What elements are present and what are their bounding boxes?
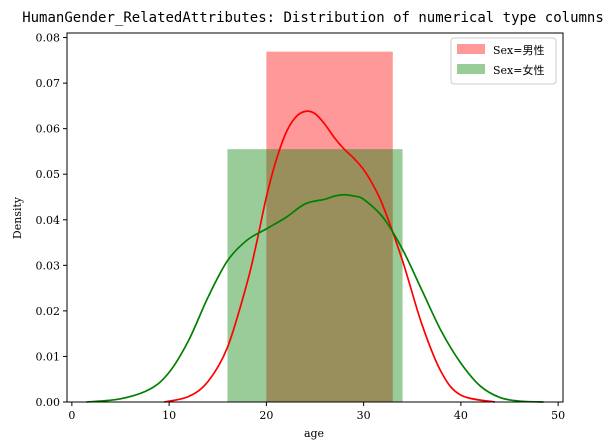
legend-swatch-1 (457, 64, 485, 74)
y-tick-label-6: 0.06 (36, 123, 61, 136)
x-tick-label-3: 30 (357, 409, 371, 422)
plot-area (86, 51, 544, 403)
y-tick-label-7: 0.07 (36, 77, 61, 90)
axes-frame (66, 32, 564, 403)
y-tick-label-5: 0.05 (36, 168, 61, 181)
x-tick-label-0: 0 (68, 409, 75, 422)
chart-title: HumanGender_RelatedAttributes: Distribut… (22, 10, 604, 26)
x-axis-label: age (304, 427, 324, 440)
x-tick-label-4: 40 (454, 409, 468, 422)
legend-swatch-0 (457, 44, 485, 54)
axes: 0 10 20 30 40 50 0.00 0.01 0.02 0.03 0.04 0.05 0.06 0… (36, 32, 566, 422)
legend-label-1: Sex=女性 (493, 63, 544, 77)
hist-bar-0-0 (266, 51, 393, 403)
hist-bar-1-0 (227, 149, 403, 402)
x-tick-label-2: 20 (259, 409, 273, 422)
kde-line-1 (86, 193, 544, 403)
y-tick-label-0: 0.00 (36, 396, 61, 409)
legend-box (450, 37, 557, 85)
x-tick-label-5: 50 (551, 409, 565, 422)
kde-line-0 (164, 110, 496, 403)
y-tick-label-1: 0.01 (36, 350, 61, 363)
legend-label-0: Sex=男性 (493, 43, 544, 57)
y-axis-label: Density (11, 196, 24, 239)
y-tick-label-4: 0.04 (36, 214, 61, 227)
y-tick-label-8: 0.08 (36, 32, 61, 45)
y-tick-label-2: 0.02 (36, 305, 61, 318)
x-tick-label-1: 10 (162, 409, 176, 422)
y-tick-label-3: 0.03 (36, 259, 61, 272)
legend: Sex=男性 Sex=女性 (450, 37, 557, 85)
